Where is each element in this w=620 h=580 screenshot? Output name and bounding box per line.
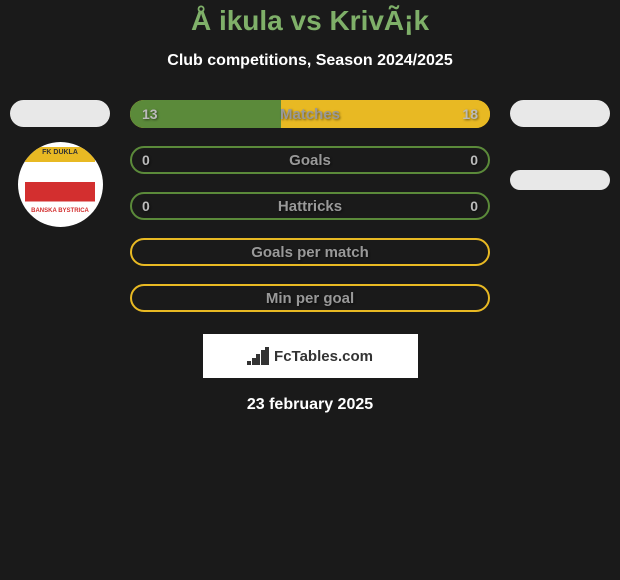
club-logo-left: FK DUKLA BANSKA BYSTRICA xyxy=(18,142,103,227)
branding[interactable]: FcTables.com xyxy=(203,334,418,378)
stat-value-right: 0 xyxy=(470,152,478,168)
chart-bar-icon xyxy=(247,361,251,365)
stat-bar: Min per goal xyxy=(130,284,490,312)
stat-label: Hattricks xyxy=(278,198,342,215)
branding-text: FcTables.com xyxy=(274,348,373,365)
main-row: FK DUKLA BANSKA BYSTRICA Matches 13 18 Goal… xyxy=(0,100,620,312)
stat-bar: Hattricks 0 0 xyxy=(130,192,490,220)
stat-bar: Goals per match xyxy=(130,238,490,266)
stat-label: Min per goal xyxy=(266,290,354,307)
stat-value-left: 13 xyxy=(142,106,158,122)
page-title: Å ikula vs KrivÃ¡k xyxy=(0,5,620,37)
stat-value-right: 18 xyxy=(462,106,478,122)
stat-label: Goals per match xyxy=(251,244,369,261)
stat-value-left: 0 xyxy=(142,152,150,168)
club-location: BANSKA BYSTRICA xyxy=(25,208,95,214)
club-logo-right xyxy=(510,170,610,190)
club-name-top: FK DUKLA xyxy=(25,147,95,162)
left-column: FK DUKLA BANSKA BYSTRICA xyxy=(10,100,110,227)
player-avatar-left xyxy=(10,100,110,127)
chart-bar-icon xyxy=(256,354,260,365)
page-subtitle: Club competitions, Season 2024/2025 xyxy=(0,52,620,70)
stat-bar: Matches 13 18 xyxy=(130,100,490,128)
stat-value-right: 0 xyxy=(470,198,478,214)
stat-value-left: 0 xyxy=(142,198,150,214)
stat-label: Goals xyxy=(289,152,331,169)
player-avatar-right xyxy=(510,100,610,127)
right-column xyxy=(510,100,610,190)
stat-bar: Goals 0 0 xyxy=(130,146,490,174)
chart-bar-icon xyxy=(265,347,269,365)
chart-icon xyxy=(247,347,269,365)
stat-label: Matches xyxy=(280,106,340,123)
chart-bar-icon xyxy=(261,350,265,365)
date-label: 23 february 2025 xyxy=(0,396,620,414)
chart-bar-icon xyxy=(252,358,256,365)
comparison-widget: Å ikula vs KrivÃ¡k Club competitions, Se… xyxy=(0,0,620,414)
stats-column: Matches 13 18 Goals 0 0 Hattricks 0 0 Goals per m… xyxy=(110,100,510,312)
